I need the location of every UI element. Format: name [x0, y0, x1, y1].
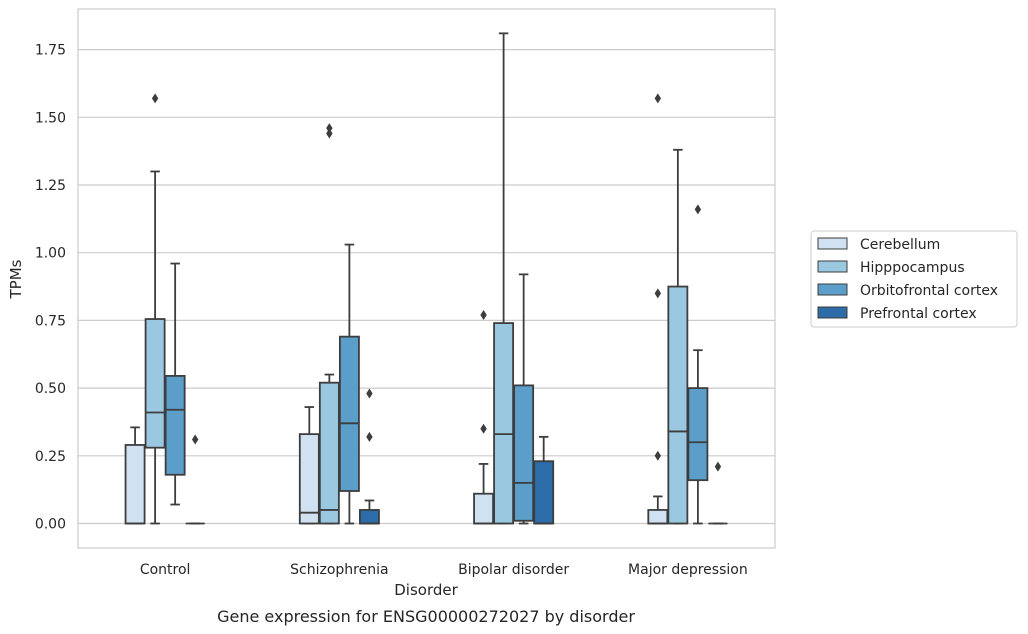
box — [513, 384, 535, 522]
y-axis-label: TPMs — [7, 259, 25, 299]
box — [667, 285, 689, 525]
outlier-marker — [480, 423, 487, 434]
boxes — [124, 32, 728, 525]
outlier-marker — [654, 450, 662, 461]
box — [318, 381, 340, 525]
y-tick-label: 1.75 — [35, 43, 66, 59]
legend-label: Prefrontal cortex — [860, 306, 977, 322]
legend: Cerebellum Hipppocampus Orbitofrontal cort… — [810, 230, 1018, 328]
box — [533, 460, 555, 525]
legend-swatch — [817, 283, 848, 296]
x-tick-label: Bipolar disorder — [458, 562, 569, 578]
y-tick-label: 0.75 — [35, 313, 66, 329]
box — [359, 509, 380, 525]
box — [124, 444, 146, 525]
x-axis-ticks: Control Schizophrenia Bipolar disorder Majo… — [140, 562, 748, 578]
y-tick-label: 0.00 — [35, 517, 66, 533]
x-tick-label: Schizophrenia — [290, 562, 388, 578]
y-tick-label: 0.25 — [35, 449, 66, 465]
outlier-marker — [326, 128, 333, 139]
plot-frame — [77, 8, 776, 549]
legend-label: Cerebellum — [860, 237, 940, 253]
legend-label: Orbitofrontal cortex — [860, 283, 998, 299]
gridlines — [78, 48, 775, 525]
x-tick-label: Control — [140, 562, 191, 578]
legend-swatch — [817, 237, 848, 250]
outlier-marker — [151, 93, 159, 104]
y-tick-label: 1.50 — [35, 110, 66, 126]
outlier-marker — [480, 309, 487, 320]
outlier-marker — [326, 123, 333, 134]
box — [298, 433, 320, 525]
outlier-marker — [694, 204, 702, 215]
box — [473, 492, 494, 525]
box — [493, 322, 515, 525]
outlier-marker — [366, 431, 373, 442]
outlier-marker — [654, 93, 662, 104]
outlier-marker — [366, 388, 373, 399]
box — [338, 335, 360, 492]
outlier-marker — [654, 288, 662, 299]
outlier-marker — [191, 434, 199, 445]
y-axis-ticks: 0.00 0.25 0.50 0.75 1.00 1.25 1.50 1.75 — [35, 43, 66, 533]
legend-swatch — [817, 306, 848, 319]
x-tick-label: Major depression — [628, 562, 748, 578]
legend-label: Hipppocampus — [860, 260, 965, 276]
x-axis-label: Disorder — [394, 581, 458, 599]
box — [687, 387, 709, 482]
y-tick-label: 0.50 — [35, 381, 66, 397]
legend-swatch — [817, 260, 848, 273]
chart-caption: Gene expression for ENSG00000272027 by d… — [217, 607, 635, 626]
y-tick-label: 1.25 — [35, 178, 66, 194]
legend-frame — [810, 230, 1018, 328]
box — [164, 375, 186, 476]
box — [647, 509, 669, 525]
outlier-marker — [714, 461, 722, 472]
box — [144, 318, 166, 449]
y-tick-label: 1.00 — [35, 246, 66, 262]
